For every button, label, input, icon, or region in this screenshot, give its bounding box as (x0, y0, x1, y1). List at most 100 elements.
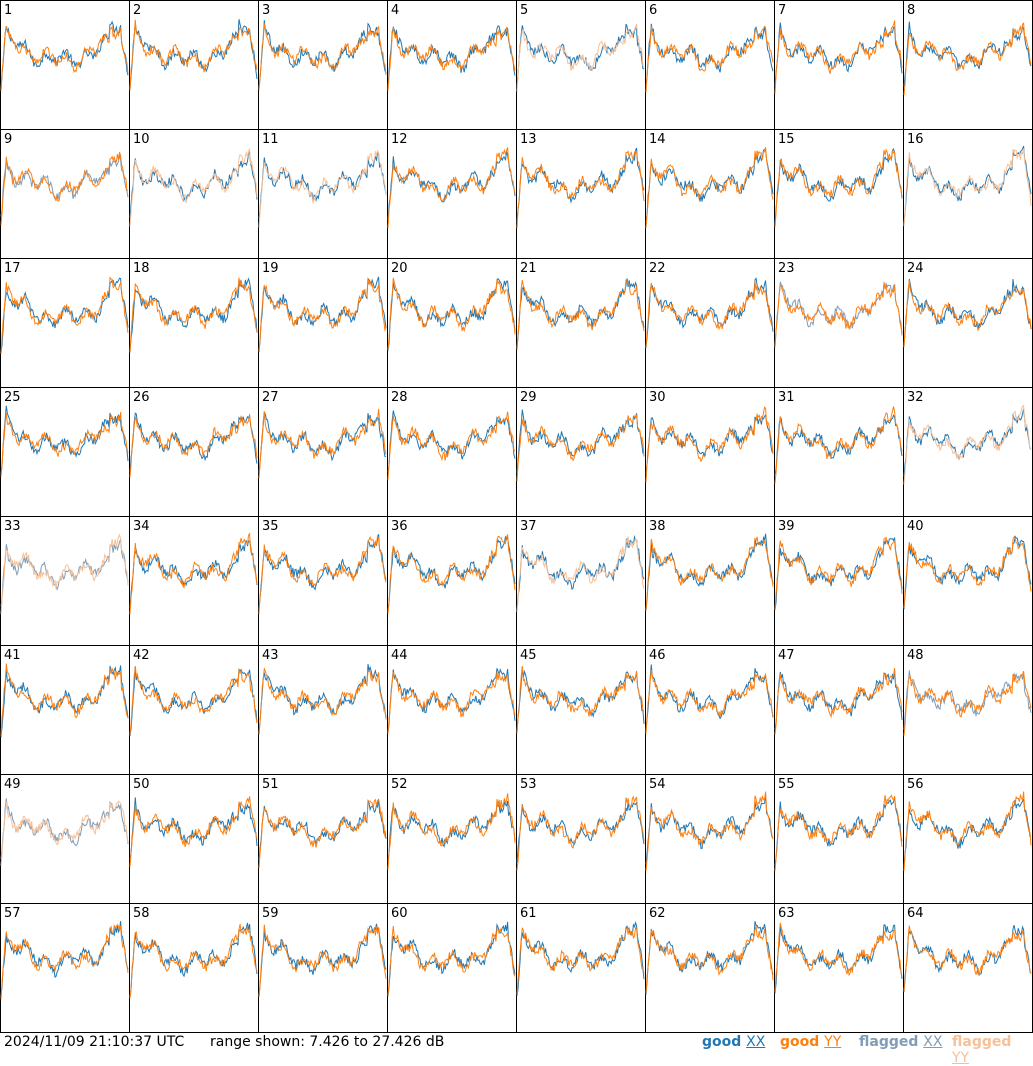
series-yy-line (258, 924, 387, 997)
panel-52: 52 (387, 774, 517, 904)
series-yy-line (129, 532, 258, 615)
panel-frame (903, 903, 1033, 1033)
panel-48: 48 (903, 645, 1033, 775)
legend-good-yy-label: good (780, 1034, 820, 1050)
panel-42: 42 (129, 645, 259, 775)
panel-label: 59 (262, 906, 279, 921)
panel-label: 46 (649, 648, 666, 663)
panel-frame (258, 774, 388, 904)
series-yy-line (0, 663, 129, 736)
panel-label: 10 (133, 132, 150, 147)
series-xx-line (0, 537, 129, 607)
series-xx-line (645, 148, 774, 223)
panel-55: 55 (774, 774, 904, 904)
panel-frame (258, 387, 388, 517)
panel-frame (258, 129, 388, 259)
panel-frame (387, 903, 517, 1033)
panel-1: 1 (0, 0, 130, 130)
series-xx-line (258, 151, 387, 219)
panel-60: 60 (387, 903, 517, 1033)
panel-frame (516, 645, 646, 775)
panel-54: 54 (645, 774, 775, 904)
series-xx-line (129, 666, 258, 736)
series-yy-line (774, 20, 903, 94)
panel-label: 49 (4, 777, 21, 792)
series-xx-line (0, 20, 129, 91)
panel-label: 42 (133, 648, 150, 663)
series-xx-line (129, 797, 258, 860)
panel-8: 8 (903, 0, 1033, 130)
timestamp: 2024/11/09 21:10:37 UTC (4, 1034, 185, 1050)
series-yy-line (516, 926, 645, 995)
panel-label: 35 (262, 519, 279, 534)
panel-label: 48 (907, 648, 924, 663)
panel-label: 38 (649, 519, 666, 534)
panel-label: 30 (649, 390, 666, 405)
panel-label: 51 (262, 777, 279, 792)
series-yy-line (645, 536, 774, 611)
panel-label: 29 (520, 390, 537, 405)
series-yy-line (129, 415, 258, 478)
panel-label: 20 (391, 261, 408, 276)
panel-5: 5 (516, 0, 646, 130)
panel-frame (129, 387, 259, 517)
series-xx-line (516, 278, 645, 350)
panel-label: 47 (778, 648, 795, 663)
panel-label: 4 (391, 3, 399, 18)
panel-label: 50 (133, 777, 150, 792)
panel-59: 59 (258, 903, 388, 1033)
panel-frame (774, 645, 904, 775)
panel-label: 2 (133, 3, 141, 18)
panel-label: 8 (907, 3, 915, 18)
panel-frame (0, 516, 130, 646)
series-yy-line (774, 148, 903, 228)
panel-label: 37 (520, 519, 537, 534)
panel-frame (0, 645, 130, 775)
footer: 2024/11/09 21:10:37 UTC range shown: 7.4… (0, 1033, 1033, 1066)
panel-label: 55 (778, 777, 795, 792)
panel-frame (0, 774, 130, 904)
panel-frame (645, 129, 775, 259)
panel-3: 3 (258, 0, 388, 130)
panel-frame (645, 645, 775, 775)
series-xx-line (645, 664, 774, 731)
panel-40: 40 (903, 516, 1033, 646)
panel-frame (645, 0, 775, 130)
panel-26: 26 (129, 387, 259, 517)
series-yy-line (0, 533, 129, 614)
panel-label: 43 (262, 648, 279, 663)
legend-good-xx: good XX (702, 1034, 765, 1050)
series-yy-line (0, 25, 129, 91)
panel-label: 58 (133, 906, 150, 921)
panel-label: 14 (649, 132, 666, 147)
panel-38: 38 (645, 516, 775, 646)
series-yy-line (645, 280, 774, 348)
panel-label: 9 (4, 132, 12, 147)
panel-label: 26 (133, 390, 150, 405)
panel-37: 37 (516, 516, 646, 646)
series-xx-line (0, 154, 129, 217)
legend-good-xx-pol: XX (746, 1034, 766, 1050)
series-yy-line (258, 798, 387, 869)
panel-61: 61 (516, 903, 646, 1033)
panel-label: 32 (907, 390, 924, 405)
series-xx-line (387, 277, 516, 351)
panel-32: 32 (903, 387, 1033, 517)
panel-frame (903, 516, 1033, 646)
legend-good-xx-label: good (702, 1034, 742, 1050)
panel-27: 27 (258, 387, 388, 517)
series-xx-line (258, 534, 387, 610)
series-xx-line (903, 670, 1032, 730)
legend-good-yy-pol: YY (824, 1034, 842, 1050)
panel-frame (903, 645, 1033, 775)
panel-label: 22 (649, 261, 666, 276)
panel-62: 62 (645, 903, 775, 1033)
panel-frame (516, 129, 646, 259)
series-yy-line (258, 667, 387, 734)
panel-label: 52 (391, 777, 408, 792)
series-yy-line (774, 794, 903, 872)
series-xx-line (258, 663, 387, 735)
panel-frame (387, 129, 517, 259)
panel-frame (903, 774, 1033, 904)
